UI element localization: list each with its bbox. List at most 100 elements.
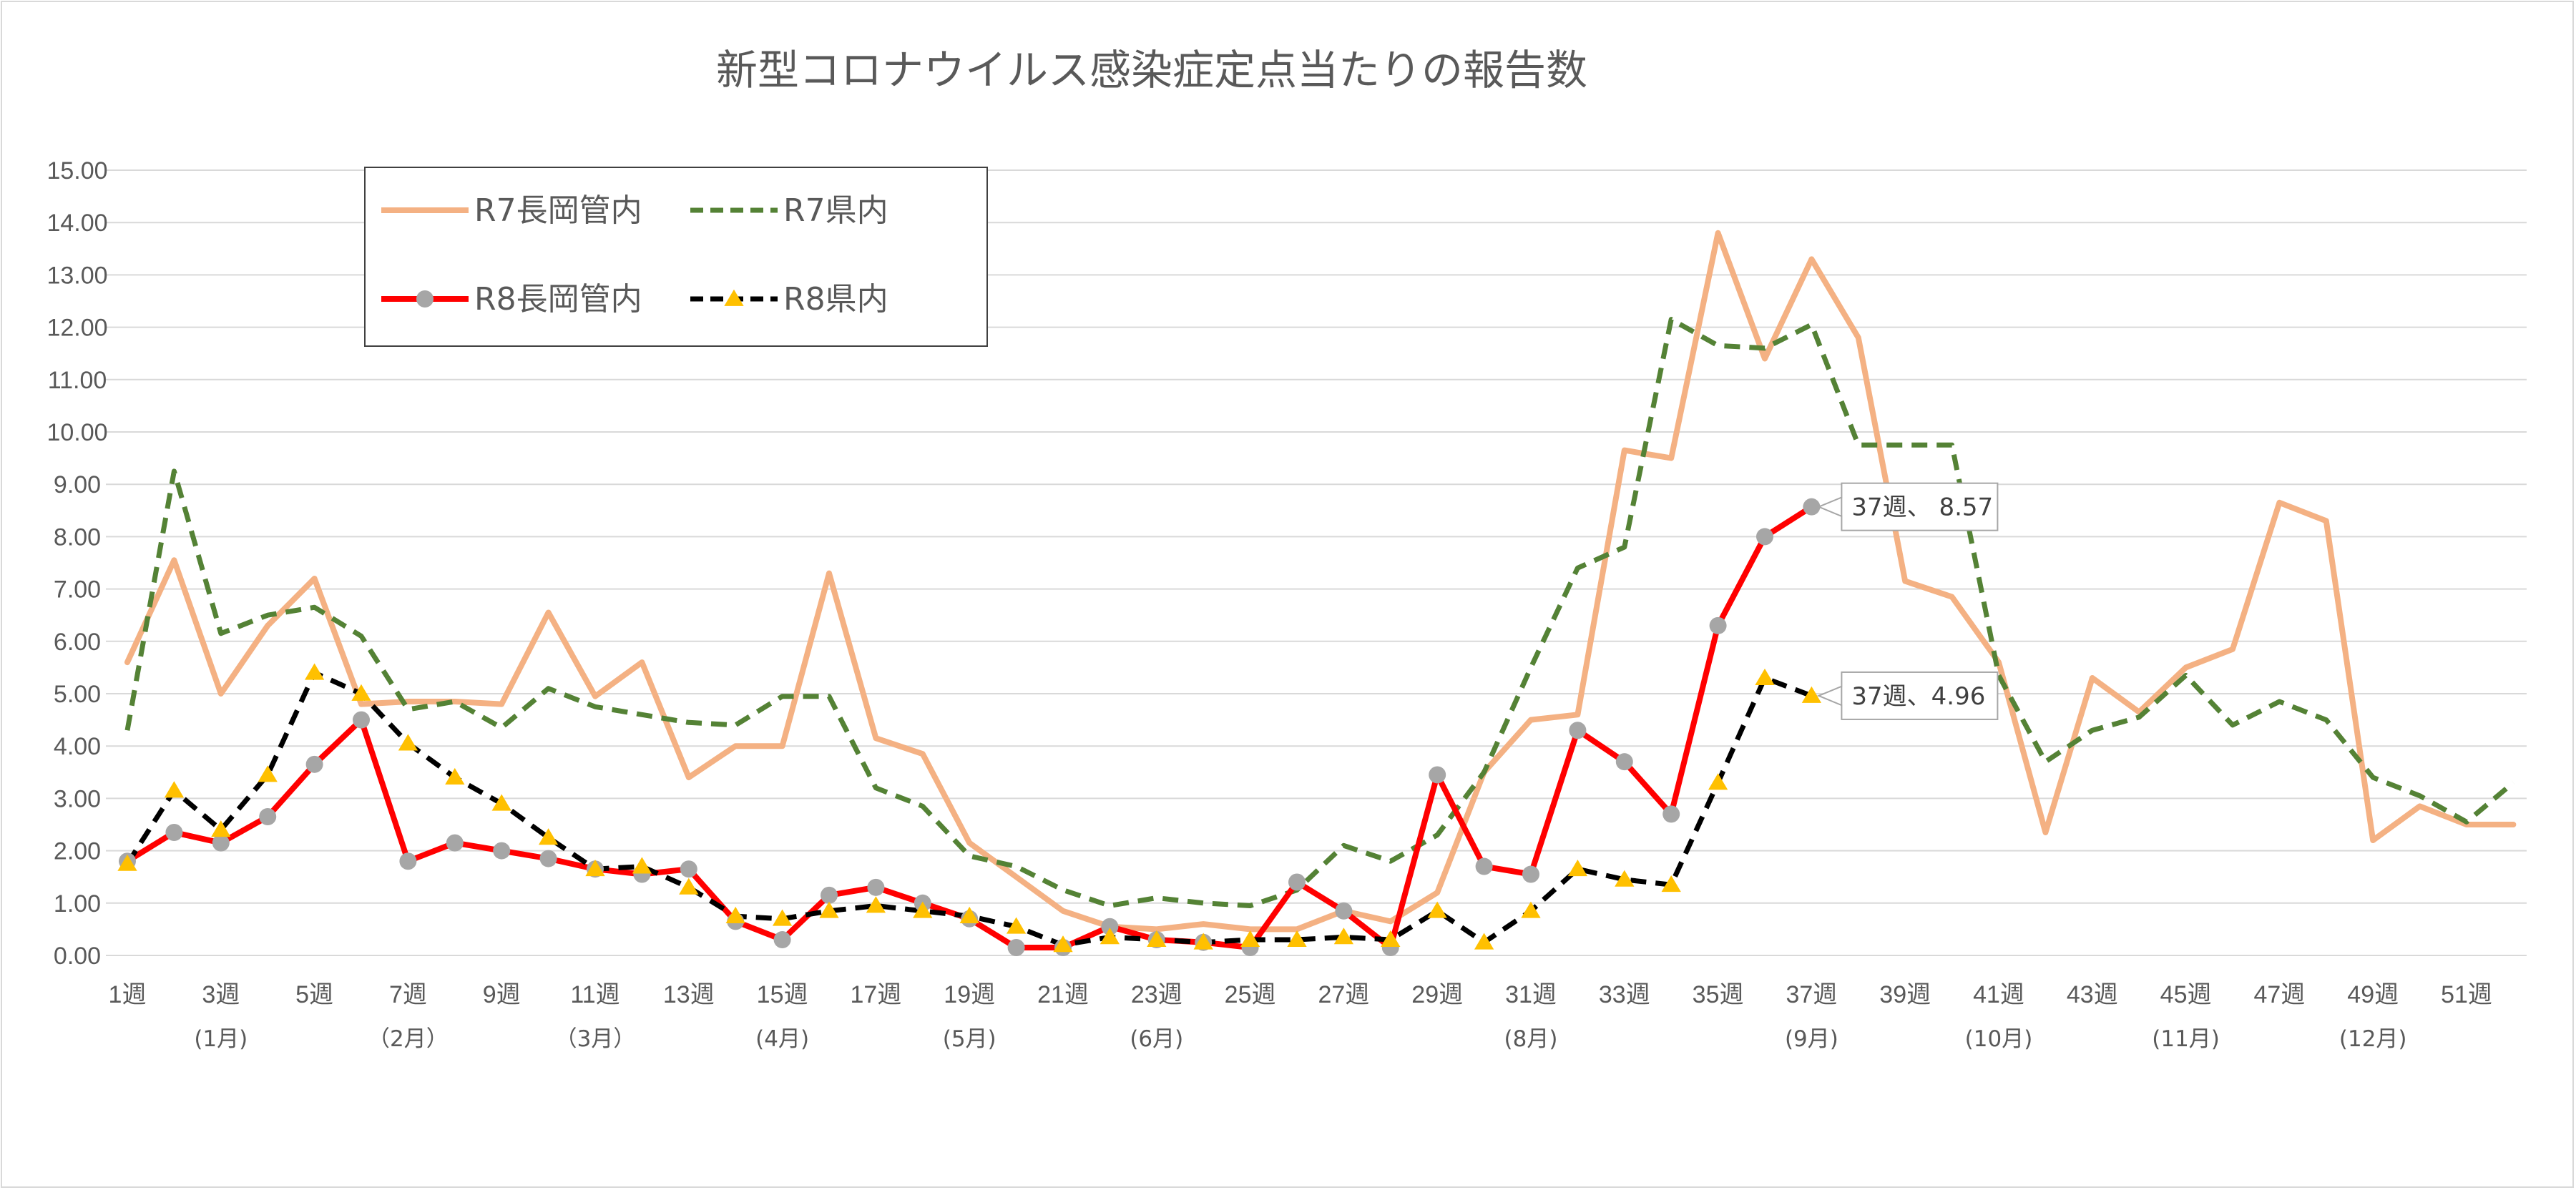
y-tick-label: 14.00 (46, 210, 107, 237)
y-tick-label: 10.00 (46, 419, 107, 446)
x-tick-label: 45週 (2160, 981, 2212, 1008)
y-tick-label: 7.00 (54, 576, 101, 604)
data-point (164, 781, 185, 798)
month-label: (8月) (1504, 1026, 1558, 1052)
data-point (211, 820, 231, 837)
y-tick-label: 4.00 (54, 733, 101, 760)
data-point (821, 886, 838, 904)
callout-joint (1842, 498, 1846, 516)
callouts: 37週、 8.57 37週、4.96 (1816, 482, 1999, 720)
y-tick-label: 15.00 (46, 157, 107, 185)
data-point (1429, 766, 1446, 784)
x-tick-label: 7週 (389, 981, 427, 1008)
data-point (538, 828, 559, 845)
data-point (399, 852, 417, 870)
x-tick-label: 17週 (850, 981, 901, 1008)
data-point (1006, 917, 1027, 934)
x-tick-label: 19週 (944, 981, 995, 1008)
data-point (1381, 930, 1401, 947)
data-point (1615, 870, 1635, 887)
y-tick-label: 6.00 (54, 629, 101, 656)
month-label: (12月) (2339, 1026, 2407, 1052)
data-point (1615, 753, 1633, 771)
y-tick-label: 13.00 (46, 262, 107, 289)
legend-label: R7県内 (783, 192, 888, 229)
x-tick-label: 9週 (483, 981, 521, 1008)
y-tick-label: 5.00 (54, 681, 101, 708)
callout-pointer (1816, 685, 1843, 707)
x-tick-label: 43週 (2067, 981, 2118, 1008)
data-point (772, 909, 793, 926)
y-axis-ticks: 0.00 1.00 2.00 3.00 4.00 5.00 6.00 7.00 8.00 9.00… (46, 157, 107, 970)
data-point (1521, 901, 1541, 918)
y-tick-label: 11.00 (48, 367, 107, 394)
data-point (258, 765, 278, 782)
data-point (1475, 857, 1493, 875)
data-point (212, 834, 230, 852)
callout-box (1841, 482, 1999, 531)
x-tick-label: 15週 (757, 981, 808, 1008)
data-point (1756, 528, 1773, 546)
data-point (1240, 930, 1260, 947)
x-tick-label: 37週 (1786, 981, 1837, 1008)
data-point (1427, 901, 1447, 918)
month-label: (6月) (1130, 1026, 1183, 1052)
x-tick-label: 13週 (663, 981, 715, 1008)
data-point (725, 906, 745, 923)
data-point (1053, 935, 1073, 953)
y-tick-label: 2.00 (54, 838, 101, 865)
data-point (913, 901, 933, 918)
x-axis-ticks: 1週 3週 5週 7週 9週 11週 13週 15週 17週 19週 21週 23週 25週 27週 29週… (109, 981, 2492, 1008)
x-tick-label: 51週 (2441, 981, 2492, 1008)
data-point (679, 877, 699, 895)
data-point (493, 842, 511, 860)
data-point (867, 878, 885, 896)
x-tick-label: 11週 (570, 981, 619, 1008)
x-tick-label: 31週 (1505, 981, 1557, 1008)
data-point (351, 684, 371, 701)
data-point (680, 860, 697, 878)
data-point (1147, 930, 1167, 947)
data-point (117, 854, 137, 871)
x-tick-label: 3週 (202, 981, 240, 1008)
data-point (1662, 805, 1680, 823)
data-point (1801, 686, 1822, 703)
x-tick-label: 41週 (1973, 981, 2024, 1008)
x-tick-label: 39週 (1879, 981, 1931, 1008)
series-line-3 (124, 503, 1815, 950)
series-markers (117, 498, 1822, 957)
data-point (539, 850, 557, 867)
y-tick-label: 0.00 (54, 943, 101, 970)
month-labels: (1月) （2月） （3月） (4月) (5月) (6月) (8月) (9月) (10月) (11… (194, 1026, 2406, 1052)
x-tick-label: 35週 (1693, 981, 1744, 1008)
y-tick-label: 8.00 (54, 523, 101, 551)
callout-joint (1842, 687, 1846, 705)
callout-box (1841, 671, 1999, 720)
legend: R7長岡管内 R7県内 R8長岡管内 R8県内 (364, 167, 988, 347)
legend-label: R8県内 (783, 281, 888, 318)
month-label: (11月) (2152, 1026, 2220, 1052)
data-point (259, 808, 277, 826)
legend-label: R7長岡管内 (474, 192, 642, 229)
data-point (1100, 928, 1120, 945)
series-line-2 (124, 317, 2515, 908)
data-point (819, 901, 839, 918)
x-tick-label: 29週 (1411, 981, 1463, 1008)
callout-label: 37週、 8.57 (1851, 493, 1993, 522)
data-point (1193, 933, 1213, 950)
y-tick-label: 1.00 (54, 890, 101, 918)
data-point (165, 823, 183, 841)
callout-pointer (1816, 496, 1843, 518)
x-tick-label: 23週 (1131, 981, 1182, 1008)
data-point (446, 834, 464, 852)
callout-label: 37週、4.96 (1851, 682, 1985, 711)
x-tick-label: 49週 (2347, 981, 2399, 1008)
month-label: (1月) (194, 1026, 248, 1052)
y-tick-label: 3.00 (54, 785, 101, 812)
data-point (1567, 860, 1588, 877)
data-point (1007, 939, 1025, 957)
data-point (1755, 668, 1775, 685)
data-point (959, 906, 979, 923)
data-point (1287, 930, 1307, 947)
